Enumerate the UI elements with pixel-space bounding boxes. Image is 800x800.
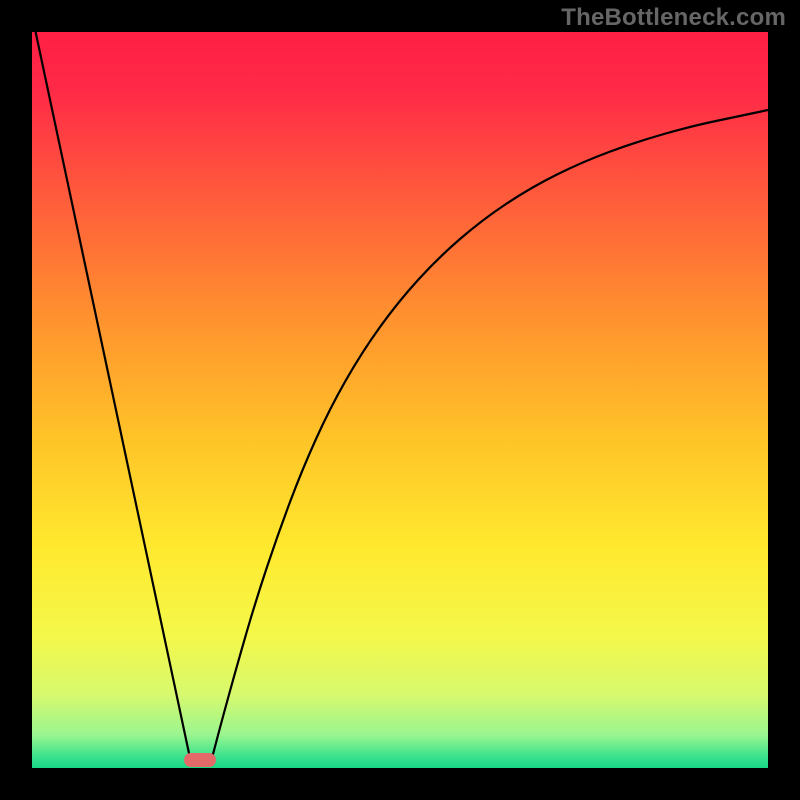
optimal-marker	[184, 753, 216, 767]
watermark-text: TheBottleneck.com	[561, 4, 786, 32]
plot-background	[32, 32, 768, 768]
